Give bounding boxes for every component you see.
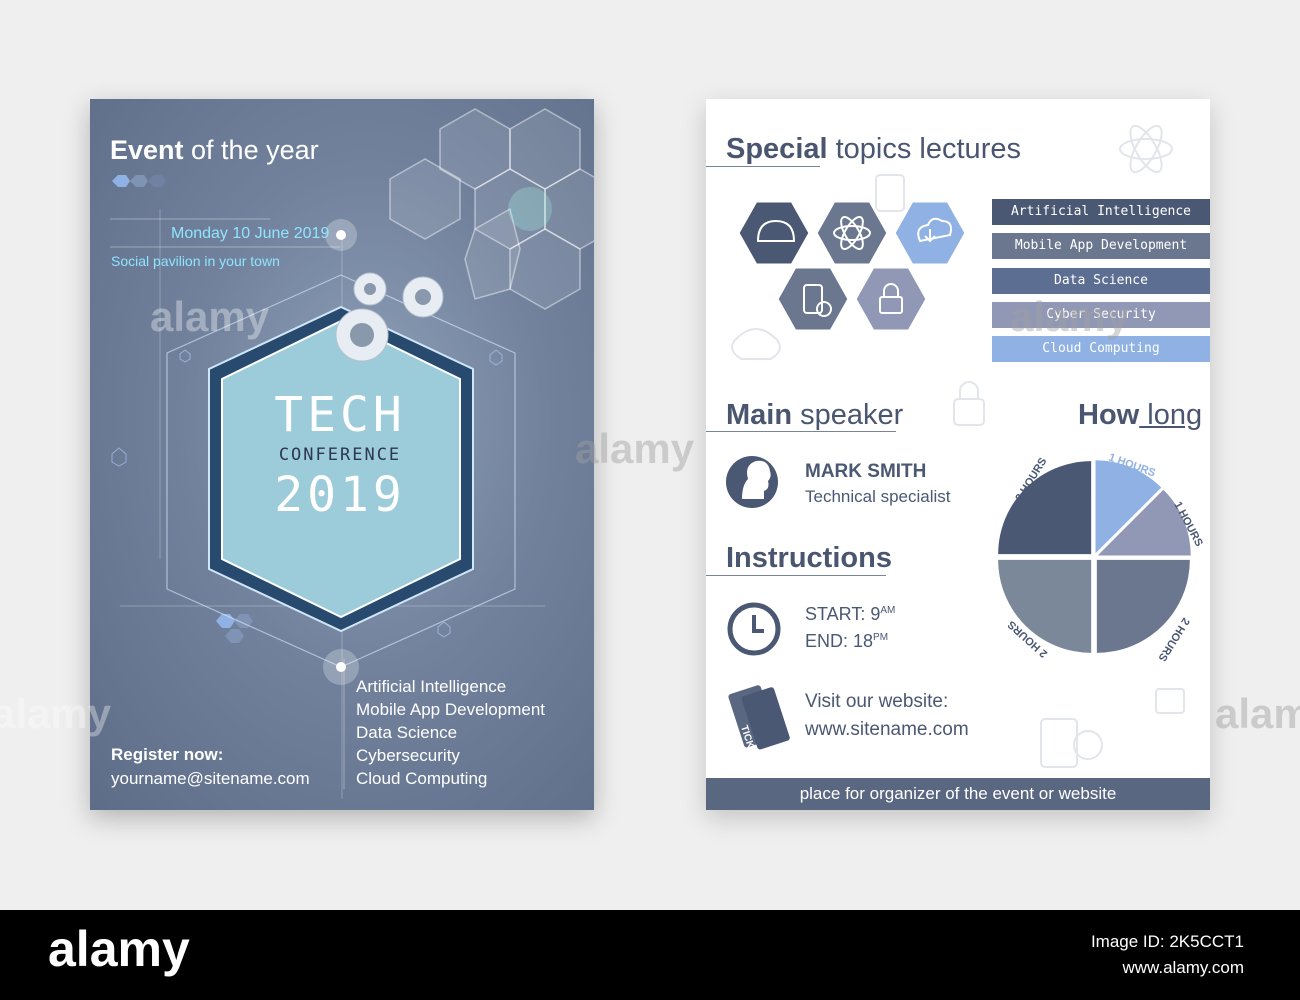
topics-list: Artificial Intelligence Mobile App Devel… bbox=[356, 675, 545, 790]
speaker-heading-rest: speaker bbox=[792, 399, 904, 431]
footer-banner: place for organizer of the event or webs… bbox=[706, 778, 1210, 810]
instructions-heading: Instructions bbox=[726, 542, 892, 574]
topics-heading-bold: Special bbox=[726, 133, 828, 165]
pie-chart bbox=[998, 460, 1191, 653]
pie-slice bbox=[998, 559, 1092, 653]
tech-title: TECH bbox=[274, 387, 406, 443]
event-date: Monday 10 June 2019 bbox=[171, 225, 330, 242]
website-link[interactable]: www.sitename.com bbox=[805, 719, 969, 740]
topics-heading: Special topics lectures bbox=[726, 133, 1021, 166]
topic-item: Cybersecurity bbox=[356, 746, 460, 765]
register-email[interactable]: yourname@sitename.com bbox=[111, 769, 310, 788]
speaker-heading-bold: Main bbox=[726, 399, 793, 431]
watermark: alamy bbox=[1215, 690, 1300, 737]
start-sup: AM bbox=[880, 605, 896, 616]
how-long-heading: How long bbox=[1078, 399, 1202, 432]
event-headline-rest: of the year bbox=[183, 135, 319, 165]
event-venue: Social pavilion in your town bbox=[111, 253, 280, 269]
how-long-bold: How bbox=[1078, 399, 1140, 431]
speaker-heading-underline bbox=[706, 431, 896, 432]
stock-footer-band: alamy Image ID: 2K5CCT1 www.alamy.com bbox=[0, 910, 1300, 1000]
topic-pill-cloud: Cloud Computing bbox=[992, 336, 1210, 362]
topic-pill-data-science: Data Science bbox=[992, 268, 1210, 294]
topic-item: Data Science bbox=[356, 723, 458, 742]
start-label: START: 9 bbox=[805, 604, 881, 624]
tech-conference-flyer-front: Event of the year Monday 10 June 2019 So… bbox=[90, 99, 594, 810]
watermark: alamy bbox=[150, 293, 270, 340]
topic-pill-cyber: Cyber Security bbox=[992, 302, 1210, 328]
start-time: START: 9AM bbox=[805, 604, 895, 625]
instructions-underline bbox=[706, 575, 886, 576]
speaker-name: MARK SMITH bbox=[805, 461, 927, 482]
pie-slice bbox=[1097, 489, 1191, 556]
topic-item: Artificial Intelligence bbox=[356, 677, 507, 696]
topics-heading-rest: topics lectures bbox=[827, 133, 1021, 165]
hexagon-decoration bbox=[110, 108, 594, 799]
topic-item: Cloud Computing bbox=[356, 769, 488, 788]
event-headline-bold: Event bbox=[110, 135, 184, 165]
how-long-rest: long bbox=[1139, 399, 1203, 431]
pie-slice bbox=[998, 461, 1092, 555]
event-headline: Event of the year bbox=[110, 135, 319, 166]
alamy-url[interactable]: www.alamy.com bbox=[1122, 958, 1244, 977]
register-label: Register now: bbox=[111, 745, 224, 764]
conference-title: CONFERENCE bbox=[278, 445, 402, 465]
visit-label: Visit our website: bbox=[805, 691, 949, 712]
watermark: alamy bbox=[1010, 293, 1130, 340]
speaker-heading: Main speaker bbox=[726, 399, 903, 432]
right-decoration: TICKETS 2 HOURS 1 HOURS 1 HOURS 2 HOURS … bbox=[726, 124, 1205, 768]
end-label: END: 18 bbox=[805, 631, 874, 651]
speaker-title: Technical specialist bbox=[805, 487, 951, 506]
alamy-logo: alamy bbox=[48, 921, 190, 977]
watermark: alamy bbox=[0, 690, 112, 737]
topics-heading-underline bbox=[706, 166, 820, 167]
pie-slice bbox=[1096, 559, 1190, 653]
year-title: 2019 bbox=[274, 467, 406, 523]
topic-pill-mobile: Mobile App Development bbox=[992, 233, 1210, 259]
pie-slice bbox=[1095, 460, 1162, 554]
topic-pill-ai: Artificial Intelligence bbox=[992, 199, 1210, 225]
watermark: alamy bbox=[575, 425, 695, 472]
tech-conference-flyer-back: TICKETS 2 HOURS 1 HOURS 1 HOURS 2 HOURS … bbox=[706, 99, 1210, 810]
end-sup: PM bbox=[873, 632, 889, 643]
image-id: Image ID: 2K5CCT1 bbox=[1090, 932, 1244, 951]
topic-item: Mobile App Development bbox=[356, 700, 546, 719]
end-time: END: 18PM bbox=[805, 631, 888, 652]
